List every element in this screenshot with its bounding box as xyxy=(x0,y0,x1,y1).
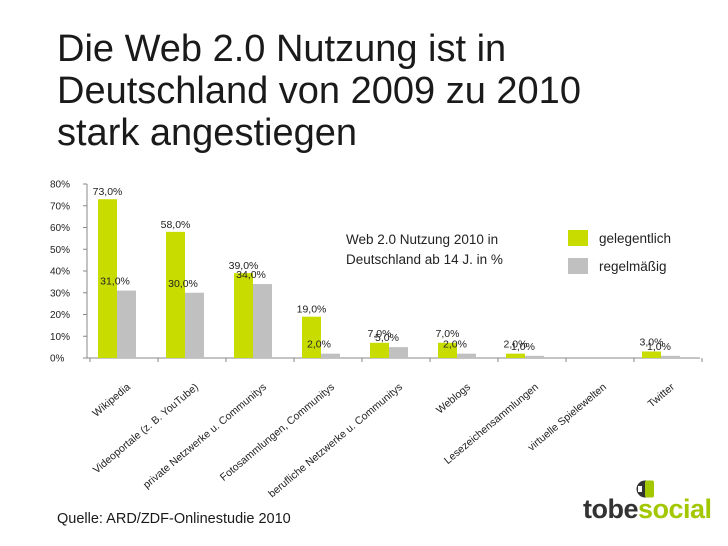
data-label: 58,0% xyxy=(161,219,191,231)
logo-mark-icon xyxy=(636,480,654,498)
bar-gelegentlich xyxy=(438,342,457,358)
y-tick-label: 10% xyxy=(50,332,70,343)
data-label: 31,0% xyxy=(100,276,130,288)
legend-label: regelmäßig xyxy=(599,259,667,274)
legend-swatch xyxy=(568,230,588,246)
chart-annotation-line: Deutschland ab 14 J. in % xyxy=(346,252,503,267)
x-category-label: Wikipedia xyxy=(90,381,133,420)
bar-gelegentlich xyxy=(302,316,321,358)
title-line-2: Deutschland von 2009 zu 2010 xyxy=(57,70,581,112)
page-title: Die Web 2.0 Nutzung ist in Deutschland v… xyxy=(57,28,697,154)
logo-wordmark: tobesocial xyxy=(583,494,712,525)
data-label: 30,0% xyxy=(168,278,198,290)
y-tick-label: 70% xyxy=(50,201,70,212)
y-tick-label: 60% xyxy=(50,223,70,234)
x-category-label: Twitter xyxy=(646,381,678,410)
title-line-1: Die Web 2.0 Nutzung ist in xyxy=(57,28,507,70)
brand-logo: tobesocial xyxy=(583,478,723,538)
data-label: 34,0% xyxy=(236,269,266,281)
bar-regelmaessig xyxy=(389,347,408,358)
logo-text-part1: tobe xyxy=(583,494,639,524)
data-label: 39,0% xyxy=(229,260,259,272)
data-label: 7,0% xyxy=(436,328,460,340)
data-label: 19,0% xyxy=(297,304,327,316)
x-category-label: Fotosammlungen, Communitys xyxy=(218,381,337,484)
bar-gelegentlich xyxy=(98,199,117,358)
y-tick-label: 50% xyxy=(50,245,70,256)
data-label: 7,0% xyxy=(368,328,392,340)
data-label: 73,0% xyxy=(93,186,123,198)
bar-gelegentlich xyxy=(642,351,661,358)
title-line-3: stark angestiegen xyxy=(57,112,357,154)
source-note: Quelle: ARD/ZDF-Onlinestudie 2010 xyxy=(57,511,291,527)
y-tick-label: 20% xyxy=(50,310,70,321)
data-label: 1,0% xyxy=(647,341,671,353)
data-label: 1,0% xyxy=(511,341,535,353)
bar-gelegentlich xyxy=(370,342,389,358)
x-category-label: berufliche Netzwerke u. Communitys xyxy=(266,381,405,500)
legend-label: gelegentlich xyxy=(599,231,671,246)
bar-regelmaessig xyxy=(661,355,680,358)
bar-regelmaessig xyxy=(457,353,476,358)
data-label: 5,0% xyxy=(375,332,399,344)
logo-text-part2: social xyxy=(638,494,712,524)
legend-swatch xyxy=(568,258,588,274)
data-label: 2,0% xyxy=(504,339,528,351)
bar-regelmaessig xyxy=(321,353,340,358)
bar-regelmaessig xyxy=(253,284,272,358)
chart-annotation-line: Web 2.0 Nutzung 2010 in xyxy=(346,232,498,247)
bar-gelegentlich xyxy=(506,353,525,358)
bar-regelmaessig xyxy=(117,290,136,358)
y-tick-label: 40% xyxy=(50,267,70,278)
bar-regelmaessig xyxy=(185,292,204,358)
x-category-label: Weblogs xyxy=(434,381,473,416)
data-label: 3,0% xyxy=(640,336,664,348)
y-tick-label: 0% xyxy=(50,354,65,365)
bar-regelmaessig xyxy=(525,355,544,358)
data-label: 2,0% xyxy=(307,339,331,351)
bar-gelegentlich xyxy=(234,273,253,358)
x-category-label: private Netzwerke u. Communitys xyxy=(141,381,269,491)
y-tick-label: 80% xyxy=(50,180,70,191)
y-tick-label: 30% xyxy=(50,288,70,299)
data-label: 2,0% xyxy=(443,339,467,351)
bar-gelegentlich xyxy=(166,231,185,358)
